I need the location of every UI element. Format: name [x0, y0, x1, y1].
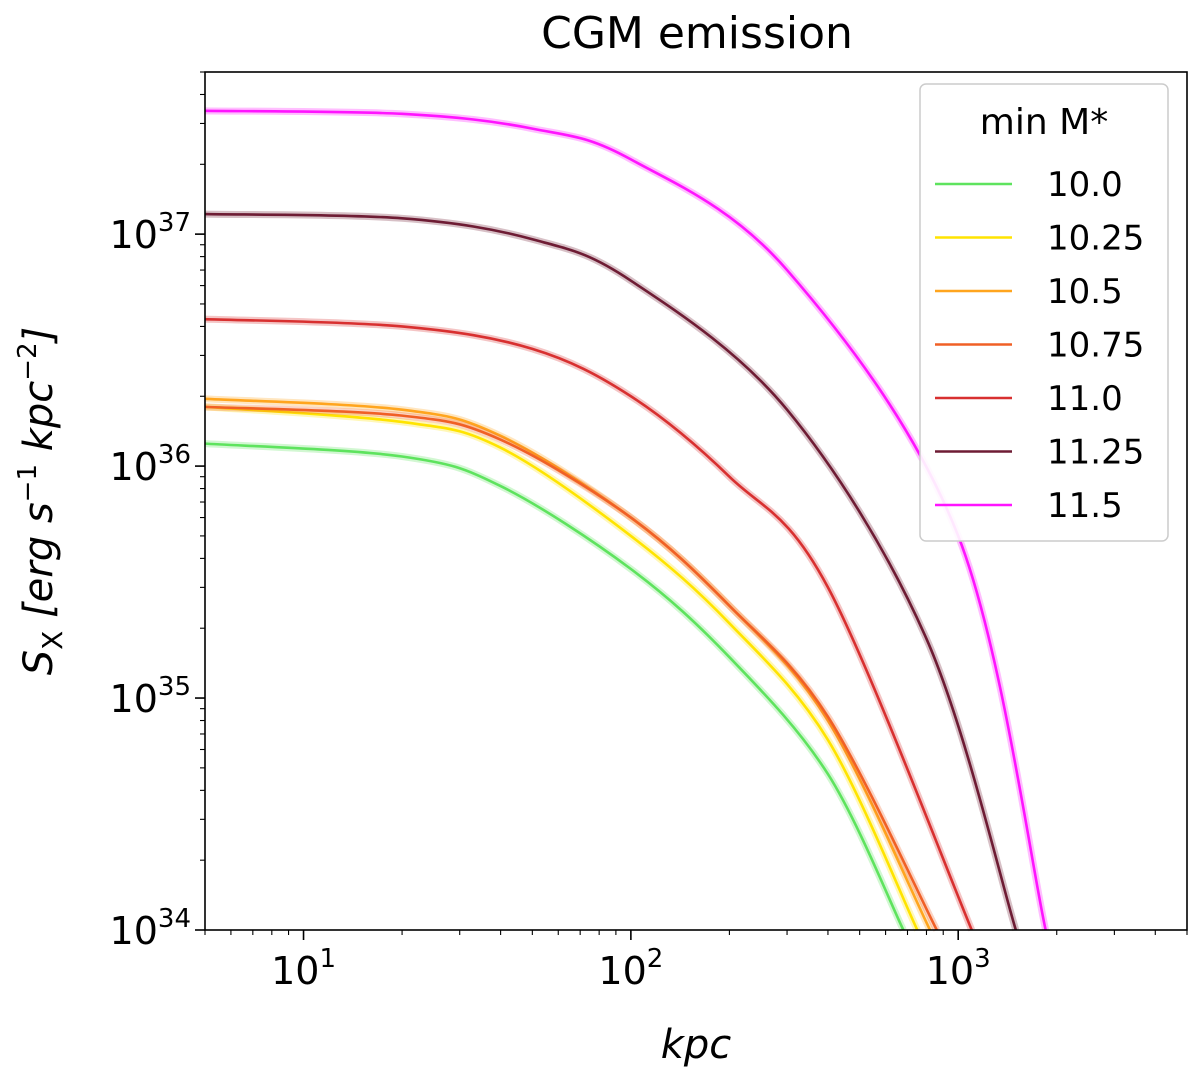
x-tick-label-0: 101 — [271, 944, 336, 993]
y-tick-label-1: 1035 — [110, 672, 191, 721]
legend-label-1: 10.25 — [1047, 219, 1144, 259]
y-axis-label: SX [erg s−1 kpc−2] — [13, 327, 69, 675]
legend-label-4: 11.0 — [1047, 379, 1123, 419]
legend-label-3: 10.75 — [1047, 326, 1144, 366]
legend-box — [919, 83, 1169, 542]
x-tick-label-1: 102 — [598, 944, 663, 993]
y-tick-label-3: 1037 — [110, 208, 191, 257]
legend-label-0: 10.0 — [1047, 165, 1123, 205]
plot-frame — [204, 71, 1188, 931]
legend-label-5: 11.25 — [1047, 433, 1144, 473]
x-tick-label-2: 103 — [926, 944, 991, 993]
y-tick-label-0: 1034 — [110, 904, 191, 953]
chart-title: CGM emission — [541, 8, 853, 59]
y-tick-label-2: 1036 — [110, 440, 191, 489]
series-line-5 — [204, 212, 1018, 931]
legend-label-2: 10.5 — [1047, 272, 1123, 312]
series-layer — [204, 107, 1050, 932]
legend-title: min M* — [980, 102, 1108, 143]
series-line-0 — [204, 442, 905, 931]
ticks-layer: 101 102 103 1034 1035 1036 1037 — [110, 71, 1188, 993]
series-line-6 — [204, 109, 1047, 931]
legend-label-6: 11.5 — [1047, 486, 1123, 526]
x-axis-label: kpc — [661, 1022, 732, 1068]
legend: min M* 10.0 10.25 10.5 10.75 11.0 11.25 11.5 — [919, 83, 1169, 542]
series-line-1 — [204, 405, 919, 931]
series-band-3 — [204, 403, 940, 932]
series-line-3 — [204, 405, 938, 931]
series-line-4 — [204, 317, 973, 931]
